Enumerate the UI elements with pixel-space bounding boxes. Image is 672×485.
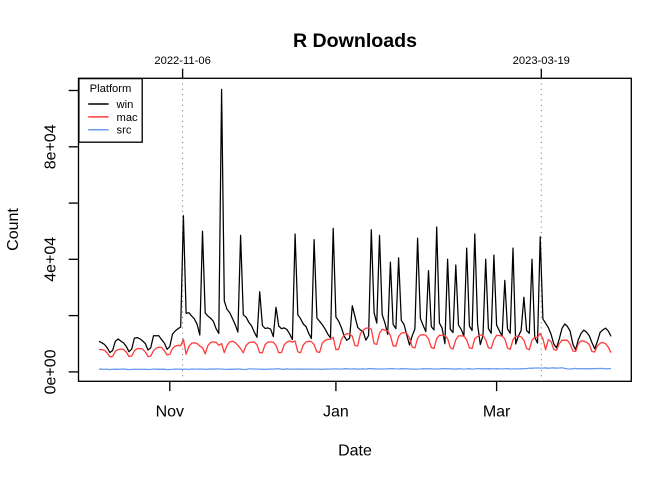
- svg-text:Nov: Nov: [156, 403, 184, 420]
- svg-text:R Downloads: R Downloads: [293, 30, 417, 52]
- svg-text:Date: Date: [338, 443, 372, 460]
- svg-text:2022-11-06: 2022-11-06: [154, 55, 210, 67]
- svg-text:win: win: [116, 99, 134, 111]
- svg-text:0e+00: 0e+00: [43, 349, 60, 394]
- svg-text:Mar: Mar: [483, 403, 511, 420]
- svg-text:Jan: Jan: [323, 403, 349, 420]
- svg-text:2023-03-19: 2023-03-19: [513, 55, 570, 67]
- svg-text:src: src: [117, 125, 132, 137]
- svg-text:4e+04: 4e+04: [43, 237, 60, 282]
- svg-text:Platform: Platform: [90, 83, 132, 95]
- svg-text:mac: mac: [117, 112, 139, 124]
- svg-text:8e+04: 8e+04: [43, 124, 60, 169]
- svg-text:Count: Count: [5, 208, 22, 251]
